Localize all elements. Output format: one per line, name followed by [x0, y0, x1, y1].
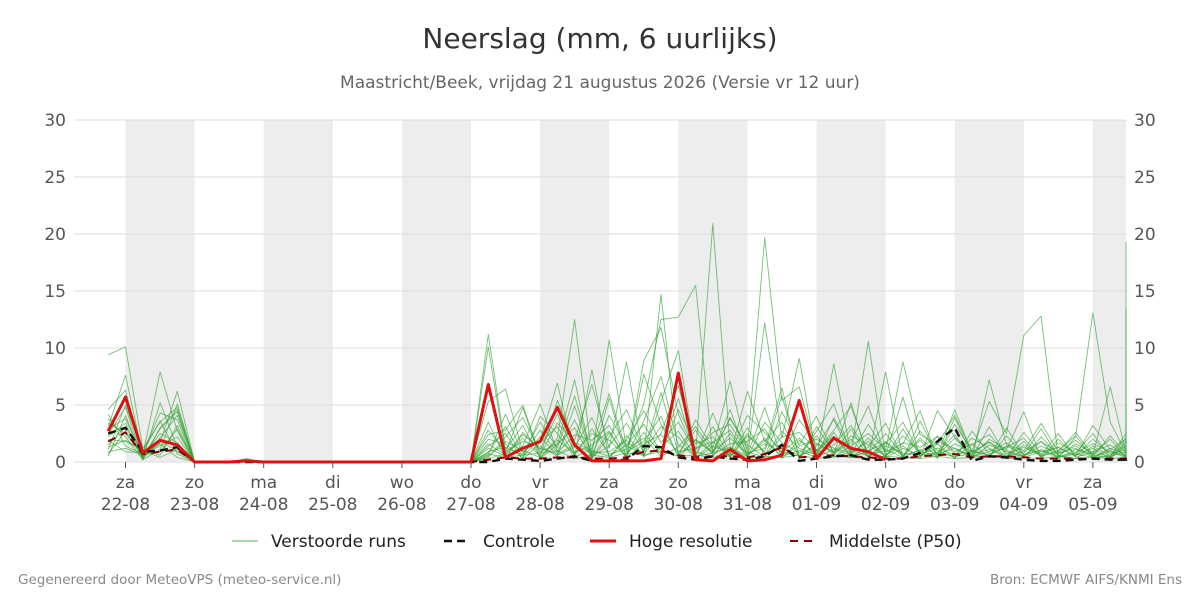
x-tick-day-label: vr [1015, 473, 1032, 493]
x-tick-date-label: 24-08 [239, 495, 288, 515]
x-tick-day-label: ma [734, 473, 761, 493]
high-resolution-line [106, 371, 887, 464]
y-tick-label-left: 0 [55, 453, 66, 473]
footer-source: Bron: ECMWF AIFS/KNMI Ens [989, 572, 1182, 588]
x-tick-date-label: 23-08 [170, 495, 219, 515]
y-tick-label-left: 5 [55, 396, 66, 416]
legend-label-median: Middelste (P50) [829, 532, 962, 552]
y-axis-right: 0 5 10 15 20 25 30 [1134, 111, 1156, 473]
x-tick-day-label: di [809, 473, 825, 493]
x-tick-day-label: zo [185, 473, 204, 493]
x-tick-date-label: 29-08 [584, 495, 633, 515]
y-tick-label-right: 20 [1134, 225, 1156, 245]
x-tick-date-label: 25-08 [308, 495, 357, 515]
x-tick-date-label: 01-09 [792, 495, 841, 515]
y-tick-label-left: 10 [44, 339, 66, 359]
legend-label-ensemble: Verstoorde runs [271, 532, 406, 552]
main-series-group [106, 371, 1128, 464]
y-tick-label-right: 0 [1134, 453, 1145, 473]
y-tick-label-right: 25 [1134, 168, 1156, 188]
x-tick-day-label: wo [873, 473, 897, 493]
y-tick-label-left: 20 [44, 225, 66, 245]
x-tick-day-label: do [944, 473, 965, 493]
x-tick-date-label: 05-09 [1068, 495, 1117, 515]
x-tick-date-label: 30-08 [654, 495, 703, 515]
x-tick-date-label: 04-09 [999, 495, 1048, 515]
legend-label-high_res: Hoge resolutie [629, 532, 753, 552]
x-tick-day-label: di [325, 473, 341, 493]
x-tick-date-label: 26-08 [377, 495, 426, 515]
y-tick-label-left: 15 [44, 282, 66, 302]
y-tick-label-left: 30 [44, 111, 66, 131]
y-tick-label-right: 30 [1134, 111, 1156, 131]
y-tick-label-left: 25 [44, 168, 66, 188]
legend: Verstoorde runs Controle Hoge resolutie Mid… [232, 532, 962, 552]
x-tick-date-label: 28-08 [515, 495, 564, 515]
x-tick-date-label: 31-08 [723, 495, 772, 515]
footer-credit: Gegenereerd door MeteoVPS (meteo-service… [18, 572, 342, 588]
x-tick-day-label: zo [669, 473, 688, 493]
y-tick-label-right: 5 [1134, 396, 1145, 416]
x-tick-date-label: 02-09 [861, 495, 910, 515]
x-tick-day-label: za [600, 473, 619, 493]
y-tick-label-right: 10 [1134, 339, 1156, 359]
x-tick-date-label: 22-08 [101, 495, 150, 515]
y-tick-label-right: 15 [1134, 282, 1156, 302]
chart-subtitle: Maastricht/Beek, vrijdag 21 augustus 202… [340, 73, 860, 93]
x-tick-day-label: vr [532, 473, 549, 493]
y-axis-left: 0 5 10 15 20 25 30 [44, 111, 66, 473]
chart-title: Neerslag (mm, 6 uurlijks) [422, 22, 778, 55]
x-tick-day-label: ma [250, 473, 277, 493]
x-tick-date-label: 03-09 [930, 495, 979, 515]
x-tick-day-label: do [460, 473, 481, 493]
x-tick-day-label: za [1083, 473, 1102, 493]
median-p50-line [107, 431, 1127, 463]
x-axis: za22-08zo23-08ma24-08di25-08wo26-08do27-… [101, 462, 1118, 515]
x-tick-date-label: 27-08 [446, 495, 495, 515]
x-tick-day-label: wo [390, 473, 414, 493]
x-tick-day-label: za [116, 473, 135, 493]
legend-label-control: Controle [483, 532, 555, 552]
